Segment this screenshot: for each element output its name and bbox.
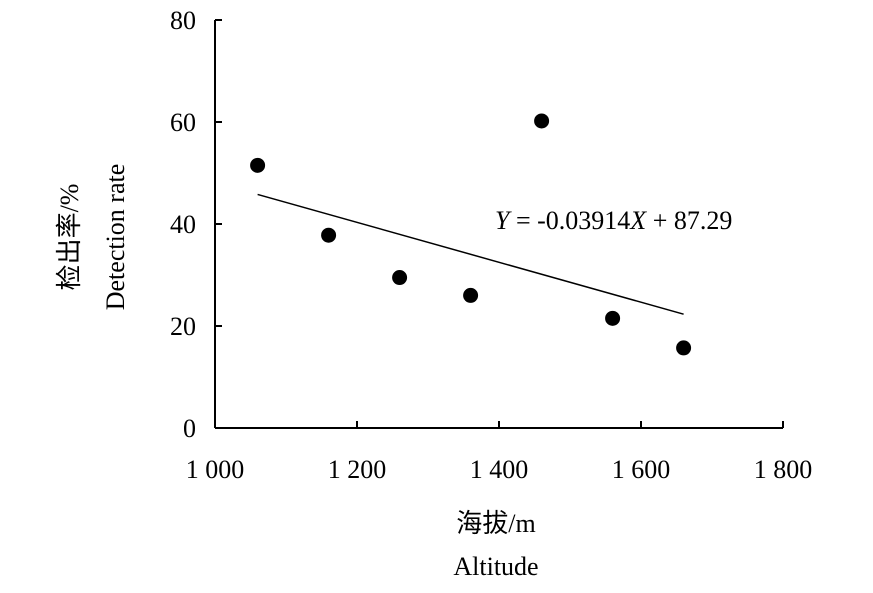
y-tick-label: 20 — [170, 312, 196, 341]
data-points — [250, 113, 692, 356]
y-axis-ticks: 0 20 40 60 80 — [170, 6, 222, 443]
data-point — [534, 113, 550, 129]
equation-x-var: X — [629, 206, 647, 235]
data-point — [321, 227, 337, 243]
x-tick-label: 1 800 — [754, 455, 813, 484]
equation-middle: = -0.03914 — [509, 206, 630, 235]
data-point — [463, 287, 479, 303]
x-tick-label: 1 400 — [470, 455, 529, 484]
x-axis-ticks: 1 000 1 200 1 400 1 600 1 800 — [186, 421, 813, 484]
regression-equation: Y = -0.03914X + 87.29 — [495, 206, 732, 235]
y-axis-title-en: Detection rate — [101, 164, 130, 311]
equation-y-var: Y — [495, 206, 512, 235]
data-point — [392, 270, 408, 286]
data-point — [676, 340, 692, 356]
y-tick-label: 40 — [170, 210, 196, 239]
y-tick-label: 60 — [170, 108, 196, 137]
x-axis-title-en: Altitude — [453, 552, 538, 581]
y-tick-label: 0 — [183, 414, 196, 443]
trendline — [257, 193, 684, 315]
x-axis-title-cn: 海拔/m — [456, 509, 535, 538]
data-point — [605, 310, 621, 326]
y-tick-label: 80 — [170, 6, 196, 35]
x-tick-label: 1 200 — [328, 455, 387, 484]
trendline-group — [257, 193, 684, 315]
data-point — [250, 157, 266, 173]
x-tick-label: 1 000 — [186, 455, 245, 484]
y-axis-title-cn: 检出率/% — [55, 184, 84, 291]
equation-tail: + 87.29 — [646, 206, 732, 235]
x-tick-label: 1 600 — [612, 455, 671, 484]
